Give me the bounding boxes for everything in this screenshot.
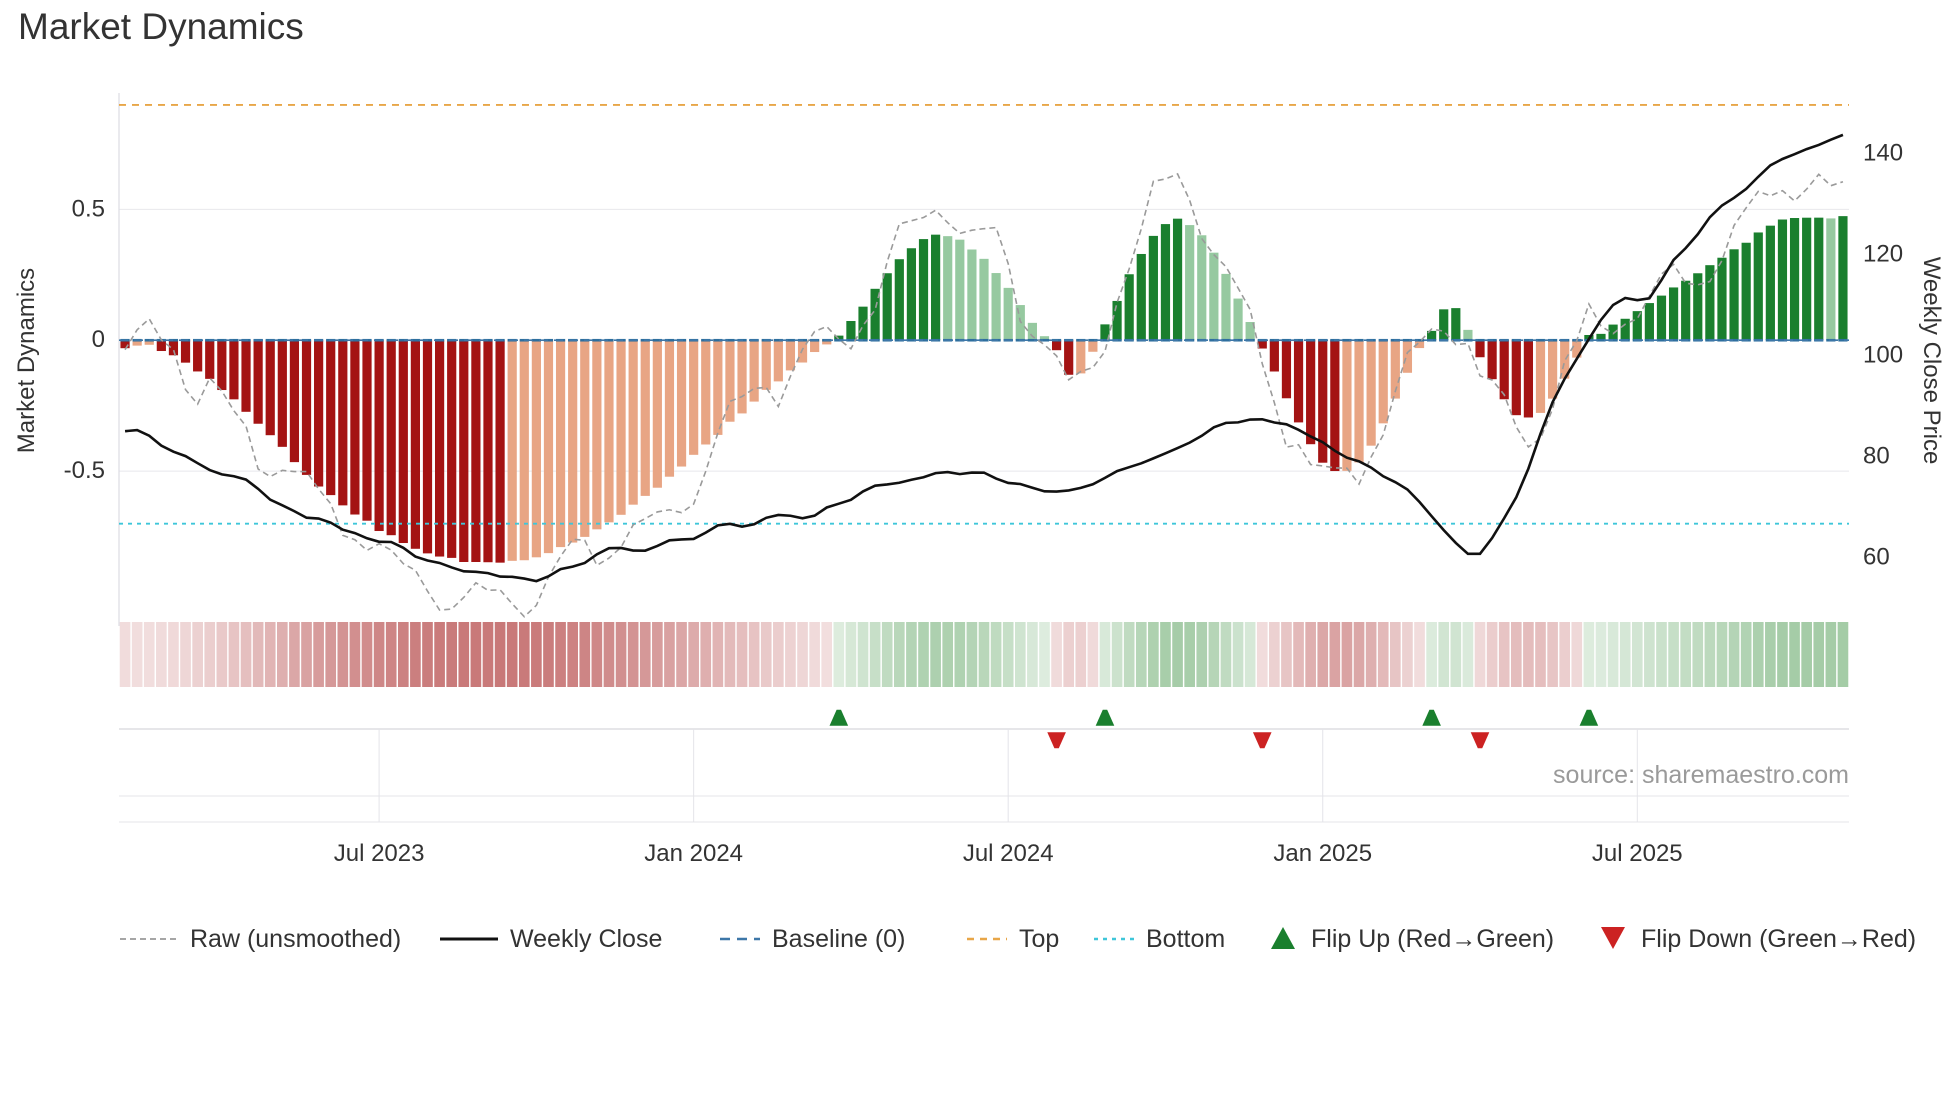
svg-text:Jul 2024: Jul 2024 xyxy=(963,840,1054,867)
svg-text:Flip Down (Green→Red): Flip Down (Green→Red) xyxy=(1641,925,1916,953)
svg-text:Jan 2024: Jan 2024 xyxy=(644,840,743,867)
svg-text:140: 140 xyxy=(1863,139,1903,166)
svg-text:0.5: 0.5 xyxy=(72,195,105,222)
svg-text:Jul 2025: Jul 2025 xyxy=(1592,840,1683,867)
svg-text:Top: Top xyxy=(1019,925,1059,953)
svg-text:-0.5: -0.5 xyxy=(64,457,105,484)
svg-text:60: 60 xyxy=(1863,543,1890,570)
svg-text:0: 0 xyxy=(92,326,105,353)
svg-text:100: 100 xyxy=(1863,341,1903,368)
svg-text:Jul 2023: Jul 2023 xyxy=(334,840,425,867)
svg-text:source: sharemaestro.com: source: sharemaestro.com xyxy=(1553,761,1849,789)
svg-text:Baseline (0): Baseline (0) xyxy=(772,925,905,953)
svg-text:Weekly Close: Weekly Close xyxy=(510,925,662,953)
svg-text:Market Dynamics: Market Dynamics xyxy=(13,268,40,453)
svg-text:120: 120 xyxy=(1863,240,1903,267)
svg-text:Raw (unsmoothed): Raw (unsmoothed) xyxy=(190,925,401,953)
svg-text:80: 80 xyxy=(1863,442,1890,469)
svg-text:Weekly Close Price: Weekly Close Price xyxy=(1918,257,1945,465)
svg-text:Jan 2025: Jan 2025 xyxy=(1273,840,1372,867)
svg-text:Flip Up (Red→Green): Flip Up (Red→Green) xyxy=(1311,925,1554,953)
svg-text:Bottom: Bottom xyxy=(1146,925,1225,953)
